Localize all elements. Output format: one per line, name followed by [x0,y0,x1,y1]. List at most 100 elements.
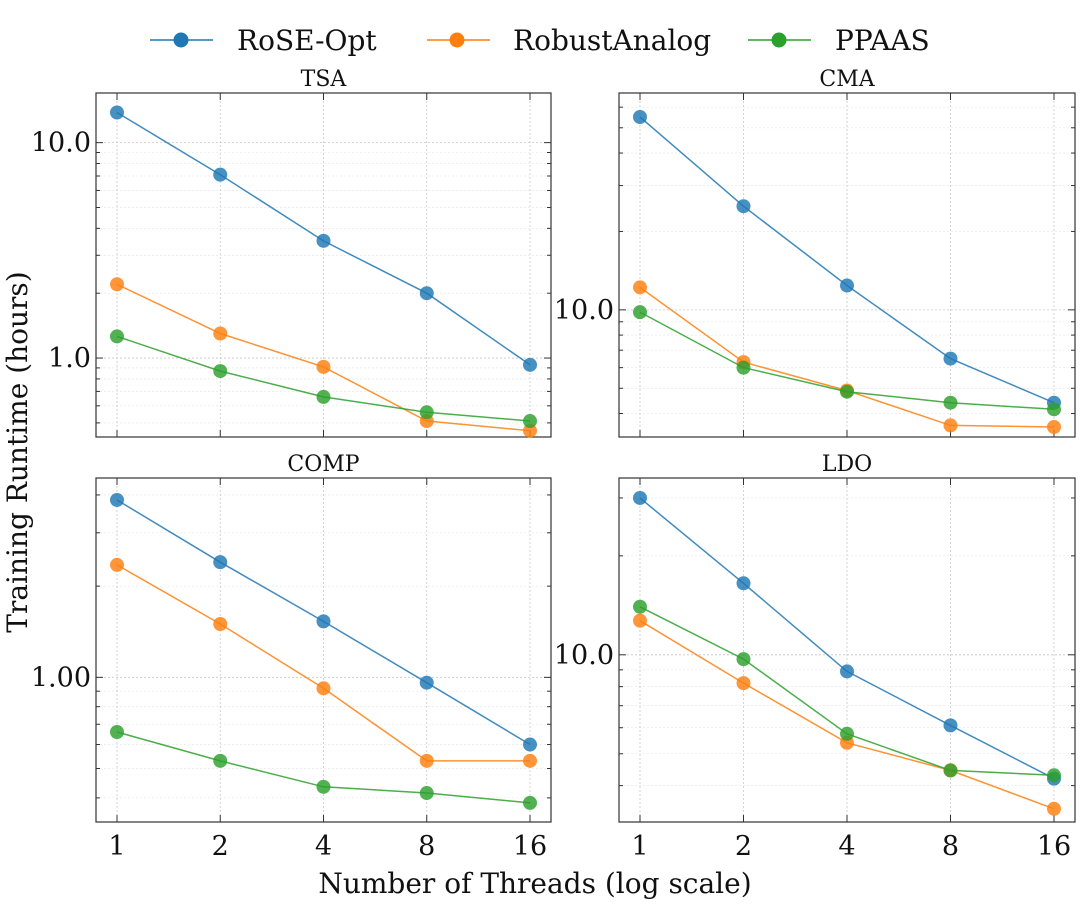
data-point [419,753,434,768]
data-point [213,326,228,341]
panel-title: CMA [819,67,875,92]
legend-entry: RoSE-Opt [150,24,377,57]
legend-label: PPAAS [835,24,930,57]
x-tick-label: 16 [513,831,547,862]
data-point [419,286,434,301]
data-point [633,110,647,125]
data-point [316,779,331,794]
data-point [633,490,647,505]
y-axis-label: Training Runtime (hours) [1,271,34,632]
data-point [316,389,331,404]
data-point [840,384,854,399]
data-point [736,360,751,375]
data-point [316,681,331,696]
legend-label: RobustAnalog [513,24,711,57]
data-point [633,599,647,614]
panels: 1.0 10.0 TSA 10.0 CMA 1 2 4 8 16 1.00 COMP 1 2 4 8 16 10.… [31,67,1076,862]
series-robustanalog [110,557,537,768]
data-point [523,357,537,372]
data-point [736,652,751,667]
series-line [639,116,1055,404]
grid [96,93,551,437]
legend-label: RoSE-Opt [237,24,377,57]
data-point [633,613,647,628]
data-point [633,280,647,295]
x-tick-label: 16 [1037,831,1071,862]
data-point [523,737,537,752]
data-point [943,351,958,366]
y-tick-label: 1.0 [48,343,91,374]
legend-marker [449,32,465,48]
grid [619,93,1075,437]
data-point [316,614,331,629]
data-point [523,753,537,768]
data-point [419,405,434,420]
data-point [213,167,228,182]
y-tick-label: 10.0 [31,128,91,159]
x-tick-label: 8 [942,831,959,862]
x-tick-label: 1 [108,831,125,862]
plot-frame [95,92,552,438]
x-tick-label: 1 [631,831,648,862]
series-rose-opt [633,110,1061,410]
panel-comp: 1 2 4 8 16 1.00 COMP [31,452,552,862]
series-robustanalog [110,277,537,438]
data-point [419,675,434,690]
panel-title: TSA [301,67,348,92]
series-ppaas [110,724,537,810]
data-point [110,105,124,120]
series-ppaas [110,329,537,429]
x-tick-label: 4 [315,831,332,862]
data-point [736,676,751,691]
data-point [943,763,958,778]
panel-ldo: 1 2 4 8 16 10.0 LDO [554,452,1076,862]
series-ppaas [633,599,1061,783]
data-point [1047,420,1061,435]
data-point [633,305,647,320]
data-point [213,616,228,631]
x-tick-label: 4 [838,831,855,862]
data-point [213,753,228,768]
panel-cma: 10.0 CMA [554,67,1076,438]
data-point [213,364,228,379]
data-point [523,795,537,810]
plot-frame [95,477,552,823]
legend-marker [173,32,189,48]
data-point [840,664,854,679]
data-point [316,233,331,248]
series-ppaas [633,305,1061,417]
y-tick-label: 1.00 [31,662,91,693]
y-tick-label: 10.0 [554,640,614,671]
data-point [943,718,958,733]
x-tick-label: 2 [735,831,752,862]
data-point [110,724,124,739]
grid [96,478,551,822]
data-point [736,199,751,214]
plot-frame [618,92,1076,438]
data-point [110,492,124,507]
series-rose-opt [110,105,537,372]
data-point [840,726,854,741]
data-point [523,423,537,438]
legend-marker [771,32,787,48]
data-point [1047,801,1061,816]
legend-entry: RobustAnalog [427,24,711,57]
panel-title: LDO [822,452,872,477]
data-point [943,395,958,410]
data-point [736,576,751,591]
series-rose-opt [110,492,537,752]
data-point [110,557,124,572]
x-tick-label: 8 [418,831,435,862]
data-point [840,278,854,293]
data-point [523,414,537,429]
panel-tsa: 1.0 10.0 TSA [31,67,552,438]
x-axis-label: Number of Threads (log scale) [318,867,751,900]
data-point [1047,768,1061,783]
legend: RoSE-Opt RobustAnalog PPAAS [150,24,930,57]
data-point [1047,402,1061,417]
panel-title: COMP [287,452,359,477]
x-tick-label: 2 [212,831,229,862]
y-tick-label: 10.0 [554,295,614,326]
data-point [110,329,124,344]
